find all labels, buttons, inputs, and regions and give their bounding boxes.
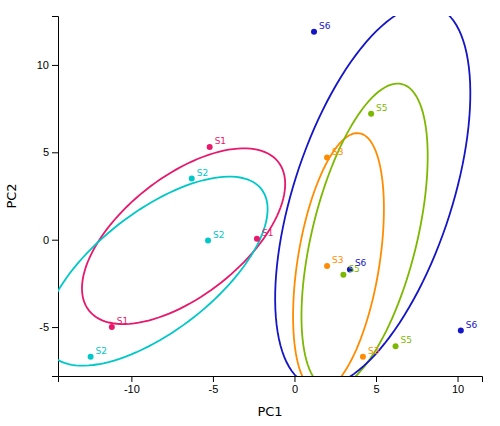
point — [324, 263, 330, 269]
ellipse — [58, 177, 268, 366]
point-label: S3 — [368, 346, 379, 356]
point-label: S2 — [213, 230, 224, 240]
x-axis-tick: -5 — [209, 376, 219, 395]
y-axis-tick: 5 — [43, 146, 58, 158]
point-label: S5 — [401, 335, 412, 345]
ellipse — [301, 84, 427, 376]
y-axis-tick-label: 5 — [43, 146, 49, 158]
y-axis: -5 0 5 10 — [37, 17, 59, 377]
x-axis-tick-mark — [376, 376, 377, 382]
point — [109, 324, 115, 330]
point — [88, 354, 94, 360]
y-axis-tick: -5 — [39, 321, 58, 333]
x-axis-tick-label: 0 — [292, 383, 298, 395]
x-axis-tick-mark — [213, 376, 214, 382]
x-axis-line — [59, 377, 483, 383]
x-axis-title: PC1 — [257, 404, 282, 419]
point — [368, 111, 374, 117]
plot-area: -10 -5 0 5 10 -5 0 5 10 PC1 PC2 S1 S1 S1 S2 S2 S2 S3 S3 S3 S… — [4, 5, 483, 419]
point — [340, 272, 346, 278]
x-axis-tick-label: 5 — [373, 383, 379, 395]
x-axis-tick-mark — [131, 376, 132, 382]
point-label: S6 — [355, 258, 367, 268]
x-axis-tick-label: -10 — [124, 383, 140, 395]
point-label: S5 — [376, 103, 387, 113]
marks — [58, 16, 470, 376]
y-axis-tick: 10 — [37, 59, 58, 71]
point-label: S1 — [262, 228, 273, 238]
point-label: S2 — [197, 168, 208, 178]
point-label: S6 — [319, 21, 331, 31]
point — [393, 343, 399, 349]
y-axis-tick-mark — [52, 65, 58, 66]
point-label: S1 — [215, 136, 226, 146]
point — [189, 176, 195, 182]
x-axis-tick-label: 10 — [452, 383, 464, 395]
y-axis-tick: 0 — [43, 234, 58, 246]
y-axis-line — [52, 17, 59, 377]
point — [324, 155, 330, 161]
point-labels: S1S1S1S2S2S2S3S3S3S5S5S5S6S6S6 — [96, 21, 478, 356]
point-label: S3 — [332, 147, 343, 157]
ellipse — [82, 148, 285, 324]
y-axis-tick-mark — [52, 327, 58, 328]
x-axis-tick: 0 — [292, 376, 298, 395]
point-label: S1 — [117, 316, 128, 326]
point — [205, 238, 211, 244]
y-axis-tick-mark — [52, 152, 58, 153]
y-axis-tick-mark — [52, 240, 58, 241]
x-axis-tick-label: -5 — [209, 383, 219, 395]
point — [311, 29, 317, 35]
point — [360, 354, 366, 360]
point-label: S3 — [332, 255, 343, 265]
y-axis-title: PC2 — [4, 183, 19, 208]
x-axis-tick: 5 — [373, 376, 379, 395]
x-axis-tick: 10 — [452, 376, 464, 395]
ellipse — [275, 16, 470, 376]
point — [254, 236, 260, 242]
y-axis-tick-label: 10 — [37, 59, 49, 71]
x-axis: -10 -5 0 5 10 — [59, 376, 483, 395]
point-label: S6 — [466, 320, 478, 330]
chart: -10 -5 0 5 10 -5 0 5 10 PC1 PC2 S1 S1 S1 S2 S2 S2 S3 S3 S3 S… — [0, 0, 500, 426]
x-axis-tick-mark — [458, 376, 459, 382]
y-axis-tick-label: -5 — [39, 321, 49, 333]
point-label: S2 — [96, 346, 107, 356]
point — [207, 144, 213, 150]
x-axis-tick-mark — [294, 376, 295, 382]
x-axis-tick: -10 — [124, 376, 140, 395]
point — [458, 328, 464, 334]
y-axis-tick-label: 0 — [43, 234, 49, 246]
